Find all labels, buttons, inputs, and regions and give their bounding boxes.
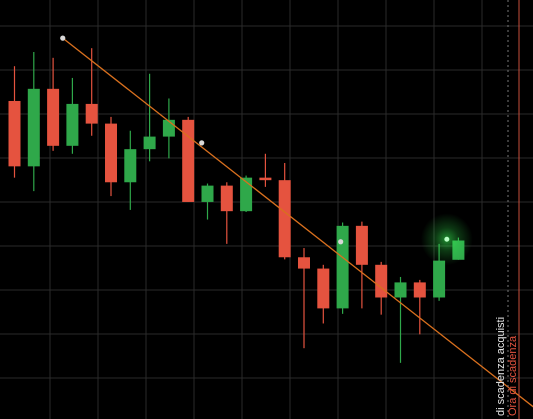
candle-body: [298, 257, 310, 269]
candle-body: [8, 100, 21, 167]
trendline: [62, 37, 533, 408]
candle: [66, 77, 79, 154]
candles: [8, 48, 465, 363]
candle-body: [413, 282, 426, 298]
candle: [105, 116, 117, 197]
trendline-anchor: [60, 35, 66, 41]
candle-body: [240, 177, 253, 212]
candle-body: [336, 225, 349, 309]
candle-body: [433, 260, 446, 298]
markers: [420, 0, 520, 419]
candle-body: [220, 185, 233, 212]
trendline-anchor: [338, 239, 344, 245]
candle: [336, 222, 349, 314]
candle-body: [355, 225, 368, 265]
candle-body: [259, 177, 272, 181]
candle-body: [66, 103, 79, 146]
candle: [124, 130, 137, 210]
trendline-group: [60, 35, 533, 408]
candle-body: [278, 180, 291, 258]
purchase-expiry-label: di scadenza acquisti: [495, 317, 507, 416]
candle: [317, 264, 330, 324]
candle: [182, 116, 195, 202]
candle: [220, 182, 233, 244]
candle-body: [85, 103, 98, 124]
candle-body: [47, 88, 60, 146]
candle: [259, 153, 272, 187]
candle: [355, 221, 368, 309]
candle: [27, 51, 40, 192]
candle: [413, 279, 426, 335]
candle: [85, 48, 98, 136]
candle: [47, 57, 60, 151]
candle-body: [124, 149, 137, 183]
expiry-label: Ora di scadenza: [507, 335, 519, 416]
candle-body: [182, 119, 195, 202]
candle-body: [317, 268, 330, 309]
candle: [278, 162, 291, 260]
trendline-anchor: [199, 140, 205, 146]
candle-body: [162, 119, 175, 137]
candle-body: [105, 123, 117, 183]
candle: [298, 248, 310, 349]
candle: [394, 276, 407, 363]
candle-body: [375, 264, 388, 298]
candle: [201, 183, 214, 220]
current-price-dot: [444, 236, 450, 242]
candle-body: [394, 282, 407, 298]
candle: [8, 66, 21, 178]
candle: [143, 73, 156, 162]
candle-body: [143, 136, 156, 150]
candle-body: [27, 88, 40, 167]
candle-body: [201, 185, 214, 202]
